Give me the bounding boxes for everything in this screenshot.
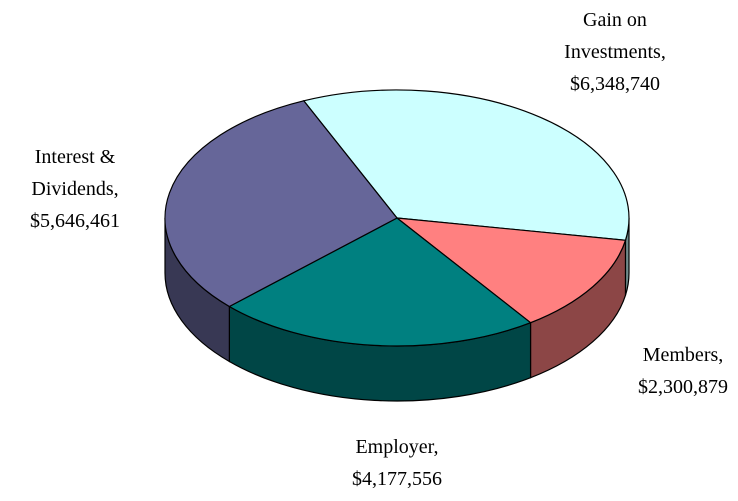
slice-label: Members, $2,300,879 (621, 339, 738, 403)
slice (228, 217, 532, 347)
slice-label: Employer, $4,177,556 (335, 431, 459, 495)
value-label: $5,646,461 (30, 210, 120, 232)
category: Gain on Investments, (564, 9, 666, 63)
slice (164, 100, 398, 308)
slice-label: Interest & Dividends, $5,646,461 (13, 141, 137, 237)
value-label: $2,300,879 (638, 376, 728, 398)
category: Interest & Dividends, (31, 146, 119, 200)
slice-label: Gain on Investments, $6,348,740 (553, 4, 677, 100)
category: Members, (642, 344, 724, 366)
slice (395, 217, 627, 324)
value-label: $4,177,556 (352, 468, 442, 490)
value-label: $6,348,740 (570, 73, 660, 95)
category: Employer, (355, 436, 439, 458)
